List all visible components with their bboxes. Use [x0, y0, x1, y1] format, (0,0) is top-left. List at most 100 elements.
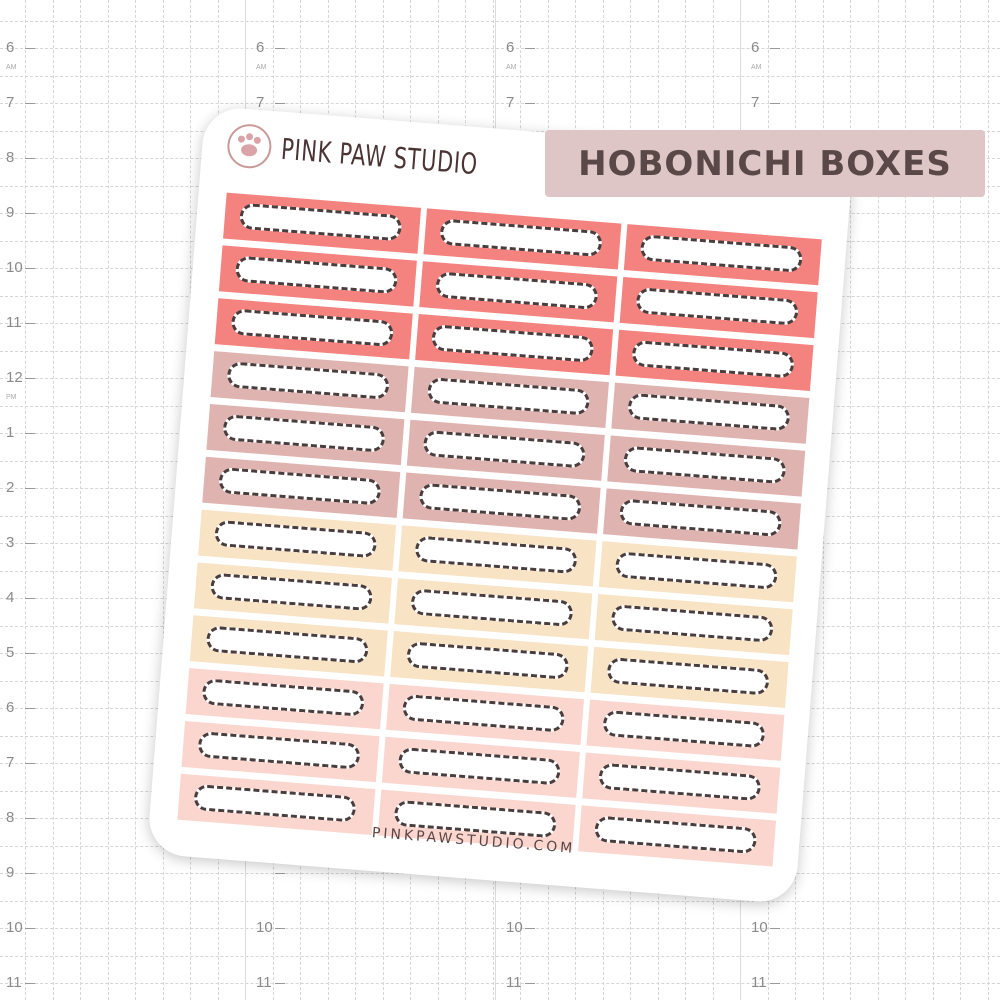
dashed-writing-area	[627, 392, 791, 432]
hour-tick	[25, 873, 35, 874]
hour-label: 8	[6, 149, 15, 166]
sticker-box	[214, 298, 413, 360]
sticker-column	[578, 224, 822, 873]
sticker-box	[423, 208, 622, 270]
hour-tick	[525, 103, 535, 104]
hour-label: 11	[6, 314, 22, 331]
dashed-writing-area	[230, 308, 395, 348]
hour-tick	[25, 763, 35, 764]
hour-tick	[275, 48, 285, 49]
hour-tick	[275, 103, 285, 104]
dashed-writing-area	[401, 694, 566, 733]
grid-line	[0, 900, 1000, 902]
dashed-writing-area	[602, 709, 766, 749]
sticker-box	[381, 736, 580, 798]
hour-label: 4	[6, 589, 15, 606]
hour-label: 10	[6, 919, 23, 936]
brand-name: PINK PAW STUDIO	[279, 131, 480, 182]
grid-line	[0, 955, 1000, 957]
sticker-grid	[177, 192, 825, 867]
hour-label: 10	[751, 919, 768, 936]
sticker-box	[390, 631, 589, 693]
dashed-writing-area	[226, 361, 390, 400]
dashed-writing-area	[201, 678, 365, 717]
dashed-writing-area	[426, 377, 591, 416]
sticker-sheet: PINK PAW STUDIO PINKPAWSTUDIO.COM	[146, 105, 854, 905]
hour-tick	[25, 323, 35, 324]
sticker-box	[611, 382, 810, 444]
hour-label: 3	[6, 534, 15, 551]
grid-line	[107, 0, 109, 1000]
hour-label: 11	[751, 974, 767, 991]
hour-label: 2	[6, 479, 15, 496]
hour-tick	[25, 48, 35, 49]
sticker-box	[603, 488, 802, 550]
ampm-label: AM	[6, 64, 17, 71]
hour-label: 10	[506, 919, 523, 936]
hour-label: 12	[6, 369, 23, 386]
hour-tick	[25, 103, 35, 104]
dashed-writing-area	[631, 339, 795, 379]
dashed-writing-area	[606, 656, 770, 696]
grid-line	[0, 75, 1000, 77]
hour-tick	[275, 873, 285, 874]
grid-line	[0, 48, 1000, 49]
sticker-box	[598, 541, 797, 603]
hour-tick	[770, 48, 780, 49]
sticker-box	[586, 699, 785, 761]
dashed-writing-area	[635, 287, 800, 326]
dashed-writing-area	[222, 414, 386, 453]
dashed-writing-area	[418, 482, 583, 522]
hour-tick	[25, 488, 35, 489]
hour-label: 6	[6, 699, 15, 716]
grid-line	[0, 928, 1000, 929]
paw-icon	[225, 122, 274, 170]
hour-label: 9	[6, 864, 15, 881]
hour-tick	[25, 433, 35, 434]
dashed-writing-area	[639, 234, 804, 273]
sticker-box	[394, 578, 593, 640]
hour-tick	[275, 928, 285, 929]
hour-label: 7	[751, 94, 760, 111]
sticker-box	[582, 752, 781, 814]
grid-line	[0, 983, 1000, 984]
grid-line	[0, 20, 1000, 22]
sticker-box	[619, 276, 818, 339]
dashed-writing-area	[430, 324, 595, 363]
sticker-box	[410, 366, 609, 429]
grid-line	[162, 0, 164, 1000]
title-badge: HOBONICHI BOXES	[545, 130, 985, 197]
dashed-writing-area	[410, 588, 574, 627]
hour-label: 11	[6, 974, 22, 991]
hour-tick	[25, 378, 35, 379]
hour-tick	[25, 928, 35, 929]
hour-tick	[525, 983, 535, 984]
sticker-box	[185, 668, 384, 730]
hour-tick	[25, 213, 35, 214]
hour-tick	[525, 928, 535, 929]
hour-tick	[25, 983, 35, 984]
ampm-label: AM	[506, 64, 517, 71]
grid-line	[877, 0, 879, 1000]
hour-tick	[25, 818, 35, 819]
sticker-box	[181, 720, 380, 783]
hour-tick	[770, 983, 780, 984]
dashed-writing-area	[405, 641, 570, 680]
hour-label: 9	[6, 204, 15, 221]
dashed-writing-area	[623, 445, 787, 485]
hour-tick	[25, 268, 35, 269]
hour-tick	[25, 598, 35, 599]
grid-line	[987, 0, 989, 1000]
dashed-writing-area	[205, 625, 370, 665]
grid-line	[135, 0, 136, 1000]
dashed-writing-area	[598, 762, 762, 802]
sticker-box	[594, 593, 793, 656]
hour-label: 7	[256, 94, 265, 111]
dashed-writing-area	[397, 746, 562, 786]
sticker-box	[218, 245, 417, 307]
hour-tick	[770, 103, 780, 104]
hour-label: 10	[6, 259, 23, 276]
hour-tick	[525, 48, 535, 49]
dashed-writing-area	[618, 498, 783, 538]
ampm-label: AM	[256, 64, 267, 71]
